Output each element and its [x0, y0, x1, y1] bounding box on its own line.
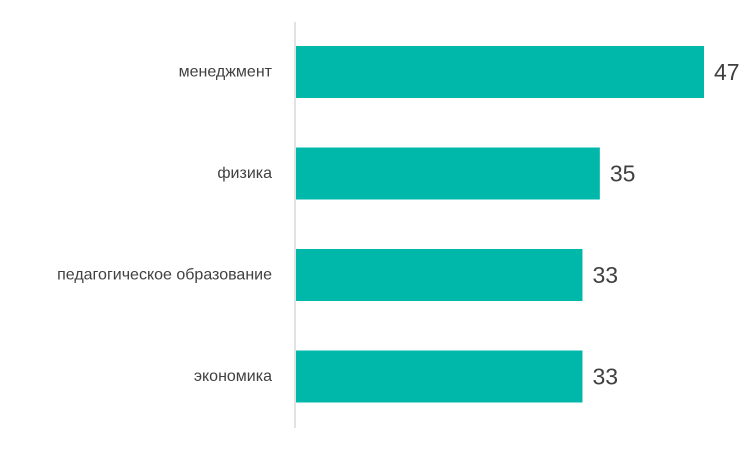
bar-2: [296, 249, 583, 301]
bar-0: [296, 46, 704, 98]
bar-1: [296, 147, 600, 200]
value-label-0: 47: [714, 59, 740, 85]
category-label-3: экономика: [194, 368, 272, 385]
bar-3: [296, 350, 583, 403]
category-label-2: педагогическое образование: [57, 267, 272, 284]
value-label-1: 35: [610, 161, 636, 187]
bars-group: менеджмент 47 физика 35 педагогическое образ…: [57, 46, 740, 403]
category-label-0: менеджмент: [179, 64, 273, 81]
value-label-3: 33: [592, 364, 618, 390]
value-label-2: 33: [592, 262, 618, 288]
category-label-1: физика: [217, 165, 272, 182]
